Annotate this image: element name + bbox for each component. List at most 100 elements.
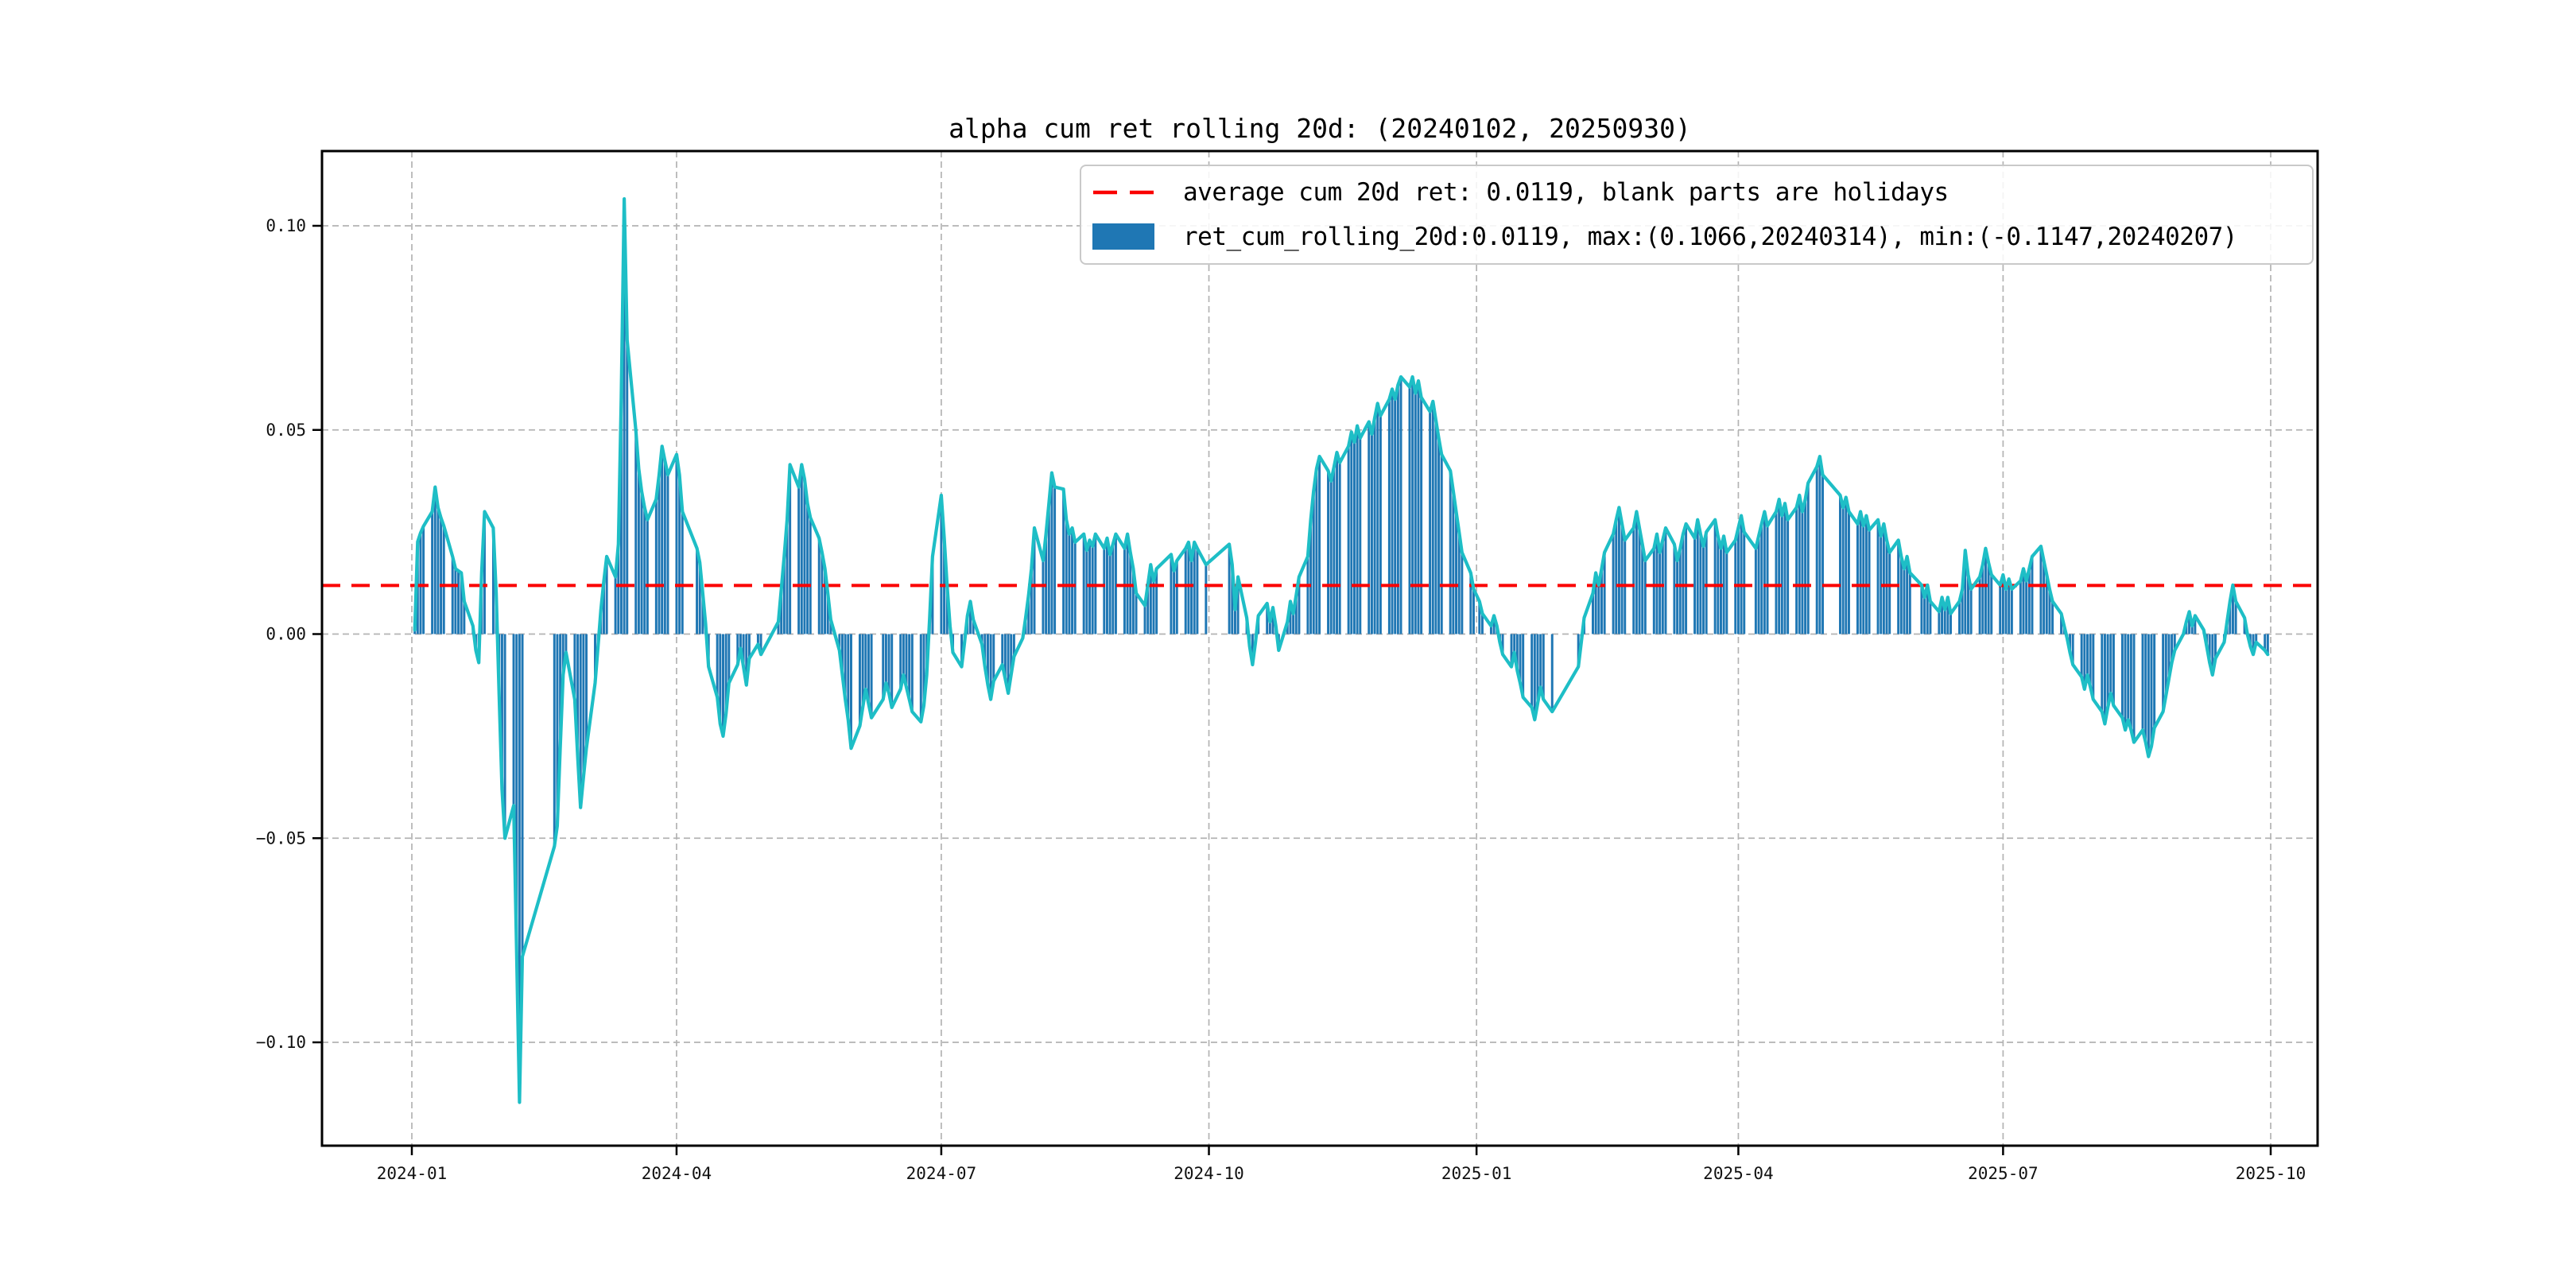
bar [2234,601,2237,634]
bar [1702,546,1705,634]
bar [2083,634,2086,689]
bar [1780,515,1783,634]
bar [922,634,925,706]
y-tick-label: 0.05 [266,421,306,440]
bar [945,584,949,634]
x-tick-label: 2025-07 [1968,1164,2039,1183]
bar [919,634,922,722]
bar [2069,634,2072,653]
bar [2141,634,2144,731]
bar [681,511,684,634]
bar [1027,595,1030,634]
bar [576,634,580,757]
bar [1472,589,1475,634]
bar [2264,634,2267,651]
x-tick-label: 2025-10 [2236,1164,2306,1183]
red-dash-icon [1093,191,1162,195]
bar [1318,456,1321,634]
bar [1146,584,1150,634]
y-tick-label: −0.10 [256,1033,306,1052]
bar [2127,634,2130,720]
bar [2001,575,2004,634]
bar [2147,634,2150,757]
bar [442,526,445,634]
bar [2008,579,2011,634]
bar [931,556,934,634]
bar [1736,527,1740,634]
bar [2153,634,2156,728]
legend-average-label: average cum 20d ret: 0.0119, blank parts… [1183,178,1949,208]
bar [1804,499,1807,634]
bar [803,479,806,634]
bar [1806,483,1810,634]
bar [759,634,762,655]
bar [2112,634,2115,706]
bar [431,511,434,634]
bar [1897,540,1900,634]
bar [1603,552,1606,634]
bar [983,634,987,667]
bar [2208,634,2211,663]
bar [559,634,562,749]
bar [882,634,885,700]
bar [844,634,847,700]
axes-spines [320,149,2319,1147]
bar [1478,601,1481,634]
bar [518,634,521,1103]
bar [1929,601,1932,634]
x-tick-label: 2024-10 [1174,1164,1244,1183]
bar [579,634,582,808]
bar [777,622,780,634]
bar [972,619,975,634]
bar [940,495,943,634]
bar [806,503,809,634]
bar [491,527,495,634]
bar [2101,634,2104,712]
bar [2060,613,2063,634]
bar [1720,548,1722,634]
y-tick-label: −0.05 [256,828,306,848]
bar [2109,634,2112,693]
bar [1082,533,1085,634]
bar [1949,613,1952,634]
bar [2255,634,2258,642]
bar [1678,548,1682,634]
bar [1457,532,1461,634]
bar [800,464,803,634]
bar [1693,537,1697,634]
bar [1906,556,1909,634]
bar [1085,550,1088,634]
legend-dashed-line-sample [1092,188,1166,197]
bar [2194,615,2197,634]
bar [643,507,646,634]
bar [2045,575,2048,634]
bar [890,634,894,708]
bar [1047,503,1050,634]
bar [1376,403,1379,634]
bar [1510,634,1513,667]
bar [1795,507,1798,634]
bar [698,562,701,634]
bar [2124,634,2127,731]
bar [1071,527,1074,634]
chart-title: alpha cum ret rolling 20d: (20240102, 20… [949,113,1691,144]
legend-series-label: ret_cum_rolling_20d:0.0119, max:(0.1066,… [1183,222,2237,251]
bar [1818,456,1821,634]
bar [1469,572,1472,634]
bar [1862,526,1865,634]
bar [1801,511,1804,634]
bar [1184,548,1187,634]
bar [1519,634,1522,684]
bar [1775,511,1778,634]
bar [696,548,699,634]
bar [1394,399,1397,634]
bar [2004,589,2008,634]
bar [1007,634,1010,693]
bar [1329,480,1333,634]
bar [1251,634,1254,665]
bar [1664,527,1667,634]
x-tick-label: 2024-01 [377,1164,448,1183]
bar [2025,580,2028,634]
legend-entry-series: ret_cum_rolling_20d:0.0119, max:(0.1066,… [1092,216,2304,258]
bar [1617,507,1620,634]
